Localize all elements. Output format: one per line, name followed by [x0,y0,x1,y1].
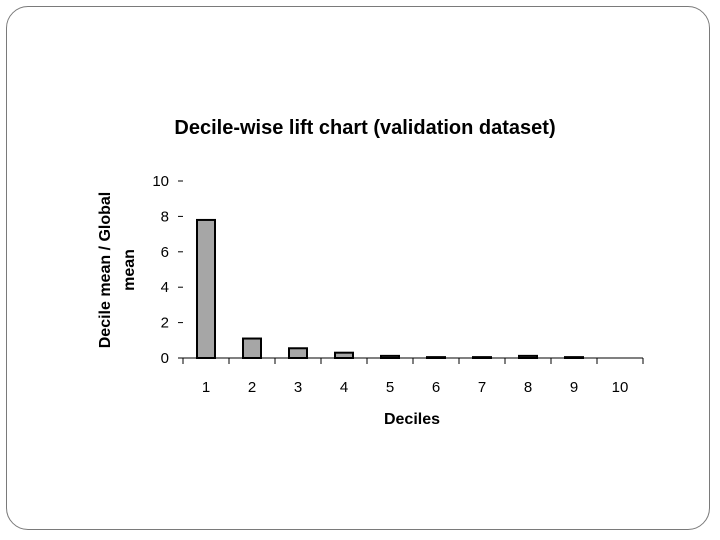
y-tick-label: 0 [161,350,169,367]
x-tick-label: 10 [612,379,629,396]
y-axis-label-line-2: mean [121,249,138,291]
bar-decile-4 [334,351,354,360]
x-tick-label: 9 [570,379,578,396]
y-tick-label: 4 [161,279,169,296]
x-tick-label: 3 [294,379,302,396]
x-axis-label: Deciles [384,411,440,428]
slide-frame [6,6,710,530]
x-tick-label: 1 [202,379,210,396]
y-tick-label: 6 [161,244,169,261]
bar-decile-3 [288,347,308,360]
y-tick-label: 2 [161,315,169,332]
x-tick-label: 8 [524,379,532,396]
x-tick-label: 5 [386,379,394,396]
y-tick-label: 10 [152,173,169,190]
bar-decile-2 [242,337,262,359]
x-tick-label: 4 [340,379,348,396]
x-tick-label: 2 [248,379,256,396]
bar-decile-1 [196,218,216,359]
y-tick-label: 8 [161,208,169,225]
y-axis-label: Decile mean / Global mean [97,192,138,349]
x-tick-label: 7 [478,379,486,396]
chart-title: Decile-wise lift chart (validation datas… [174,117,555,139]
y-axis-label-line-1: Decile mean / Global [97,192,114,349]
x-tick-label: 6 [432,379,440,396]
